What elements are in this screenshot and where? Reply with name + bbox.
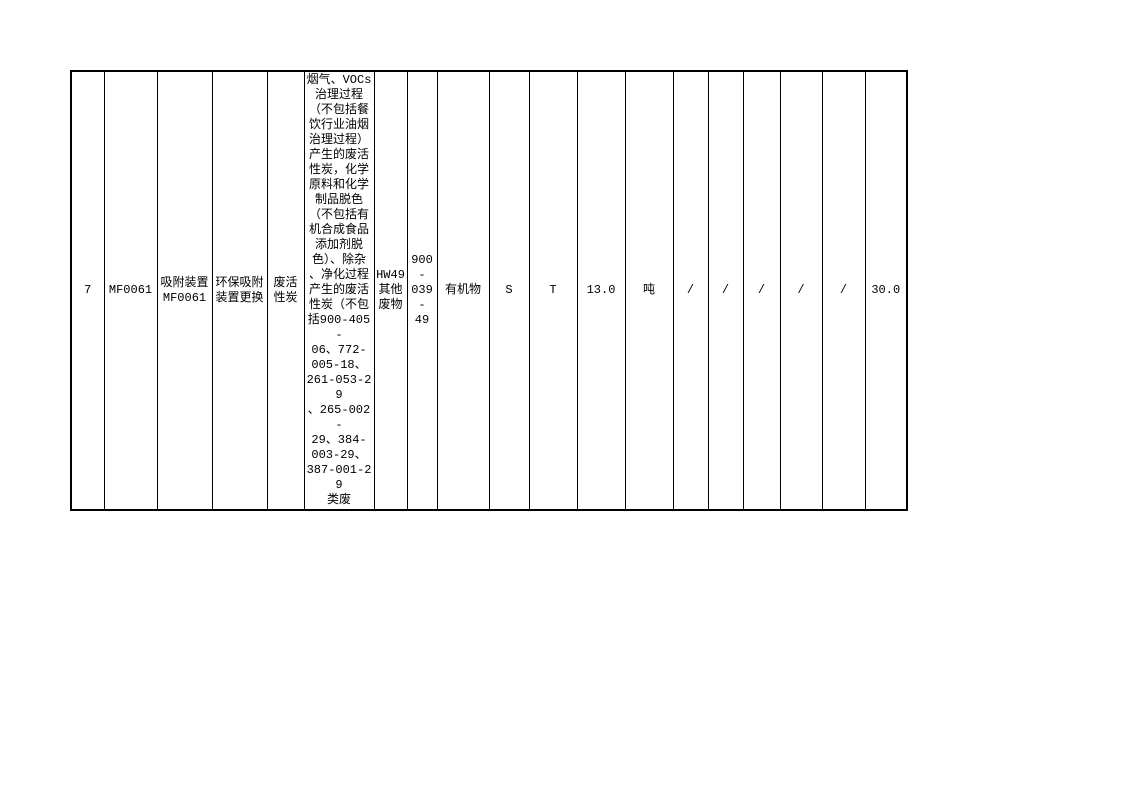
cell-waste-name: 废活 性炭 [266,70,305,511]
cell-waste-category: HW49 其他 废物 [373,70,408,511]
cell-slash-5: / [821,70,866,511]
cell-waste-description: 烟气、VOCs 治理过程 （不包括餐 饮行业油烟 治理过程） 产生的废活 性炭，… [303,70,375,511]
cell-serial-number: 7 [70,70,105,511]
table-row: 7 MF0061 吸附装置 MF0061 环保吸附 装置更换 废活 性炭 烟气、… [70,70,908,511]
hazardous-waste-table: 7 MF0061 吸附装置 MF0061 环保吸附 装置更换 废活 性炭 烟气、… [70,70,908,511]
cell-slash-4: / [779,70,823,511]
cell-annual-quantity: 30.0 [864,70,908,511]
cell-process-name: 环保吸附 装置更换 [211,70,268,511]
cell-facility-name: 吸附装置 MF0061 [156,70,213,511]
cell-harmful-component: 有机物 [436,70,490,511]
cell-physical-form: S [488,70,530,511]
cell-slash-1: / [672,70,709,511]
cell-unit: 吨 [624,70,674,511]
cell-slash-3: / [742,70,781,511]
cell-slash-2: / [707,70,744,511]
cell-hazard-characteristic: T [528,70,578,511]
cell-waste-code: 900- 039- 49 [406,70,438,511]
cell-quantity: 13.0 [576,70,626,511]
cell-facility-code: MF0061 [103,70,158,511]
